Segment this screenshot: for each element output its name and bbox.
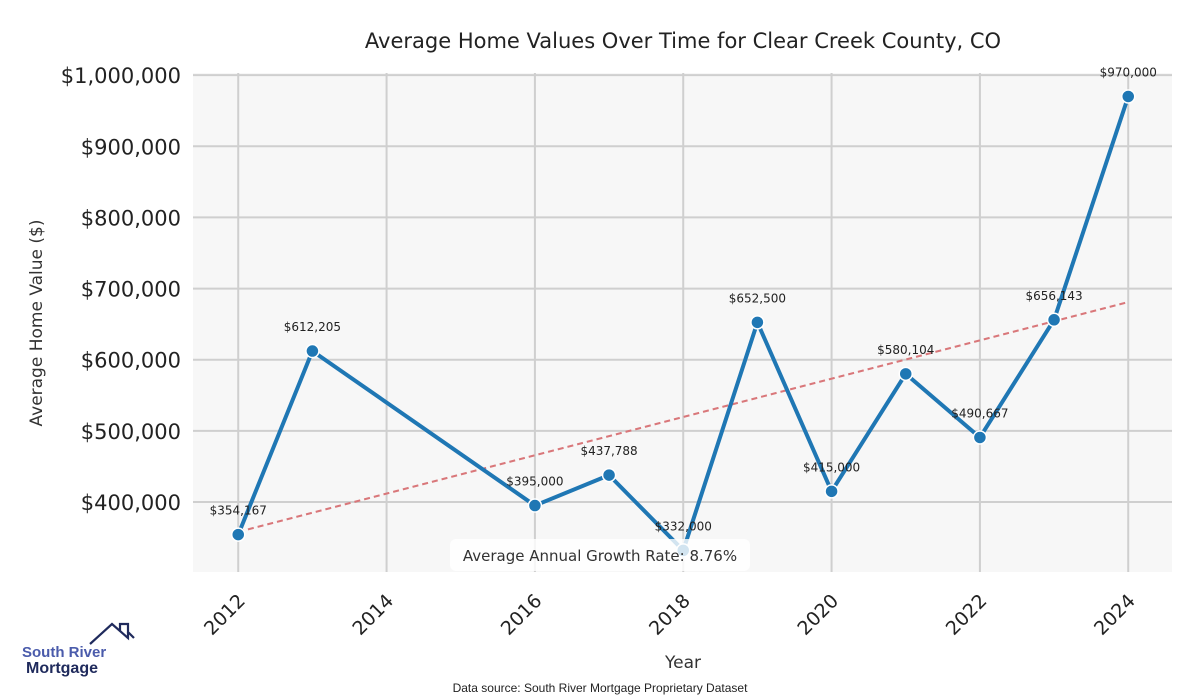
data-label: $612,205 (284, 320, 341, 334)
logo-line2: Mortgage (26, 660, 98, 677)
x-tick-label: 2022 (942, 590, 992, 640)
y-tick-label: $700,000 (81, 278, 181, 302)
data-point (898, 366, 913, 382)
growth-rate-annotation: Average Annual Growth Rate: 8.76% (463, 547, 737, 565)
series-group (230, 89, 1136, 558)
y-tick-label: $600,000 (81, 349, 181, 373)
data-label: $354,167 (210, 504, 267, 518)
data-label: $395,000 (506, 475, 563, 489)
data-label: $490,667 (951, 406, 1008, 420)
x-tick-label: 2014 (348, 590, 398, 640)
x-axis-label: Year (664, 653, 701, 673)
company-logo: South River Mortgage (22, 622, 135, 682)
data-point (305, 343, 320, 359)
trendline (237, 301, 1129, 533)
data-point (824, 484, 839, 499)
y-tick-label: $400,000 (81, 491, 181, 515)
data-source-note: Data source: South River Mortgage Propri… (452, 681, 748, 695)
chart-title: Average Home Values Over Time for Clear … (365, 29, 1001, 53)
trendline-group (237, 301, 1129, 533)
data-point (972, 430, 988, 445)
data-point (230, 527, 246, 542)
data-point (1120, 89, 1136, 104)
x-tick-label: 2012 (200, 590, 250, 640)
data-label: $652,500 (729, 291, 786, 305)
y-axis-label: Average Home Value ($) (27, 220, 47, 427)
growth-rate-box (450, 539, 750, 571)
y-tick-label: $800,000 (81, 206, 181, 230)
x-tick-label: 2016 (497, 590, 547, 640)
y-tick-label: $1,000,000 (61, 64, 181, 88)
data-point (1046, 312, 1062, 328)
data-point (601, 467, 617, 483)
data-label: $656,143 (1025, 289, 1082, 303)
x-tick-label: 2024 (1090, 590, 1140, 640)
house-roof-icon (89, 622, 135, 645)
data-label: $415,000 (803, 460, 860, 474)
y-tick-label: $500,000 (81, 420, 181, 444)
data-label: $437,788 (580, 444, 637, 458)
x-tick-label: 2018 (645, 590, 695, 640)
data-label: $580,104 (877, 343, 934, 357)
data-labels: $354,167 $612,205 $395,000 $437,788 $332,000… (210, 65, 1157, 533)
y-tick-label: $900,000 (81, 135, 181, 159)
data-label: $332,000 (655, 519, 712, 533)
x-tick-label: 2020 (793, 590, 843, 640)
data-point (750, 315, 765, 330)
logo-line1: South River (22, 644, 107, 661)
data-label: $970,000 (1100, 65, 1157, 79)
data-point (527, 498, 543, 513)
